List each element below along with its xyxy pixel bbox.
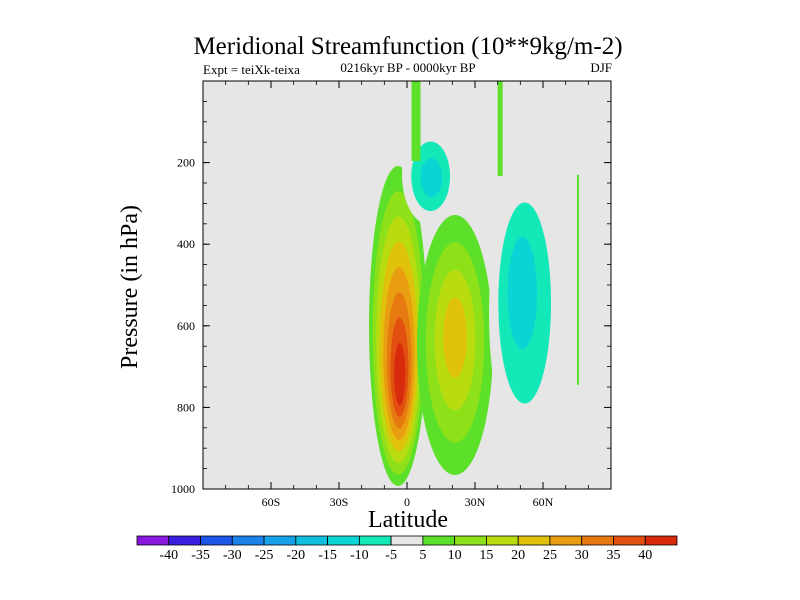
period-label: 0216kyr BP - 0000kyr BP — [340, 60, 475, 75]
colorbar-label: 40 — [638, 548, 652, 563]
colorbar-swatch — [581, 535, 614, 546]
x-tick-label: 0 — [404, 495, 410, 509]
colorbar-swatch — [517, 535, 551, 546]
y-axis-label: Pressure (in hPa) — [117, 205, 143, 369]
y-tick-label: 400 — [177, 237, 195, 251]
y-tick-label: 200 — [177, 156, 195, 170]
colorbar-swatch — [327, 535, 360, 546]
y-tick-label: 600 — [177, 319, 195, 333]
colorbar-swatch — [422, 535, 456, 546]
colorbar-label: -40 — [159, 548, 178, 563]
nh-midlatitude-negative-cell — [489, 168, 565, 458]
colorbar-label: 15 — [479, 548, 493, 563]
colorbar-swatch — [549, 535, 583, 546]
upper-negative-cell — [402, 125, 458, 225]
season-label: DJF — [590, 60, 612, 75]
colorbar-label: 25 — [543, 548, 557, 563]
axis-ticks: 60S 30S 0 30N 60N 200 400 600 800 1000 — [171, 80, 612, 509]
tropical-positive-cell-level-40 — [394, 342, 406, 406]
experiment-label: Expt = teiXk-teixa — [203, 62, 300, 77]
y-tick-label: 1000 — [171, 482, 195, 496]
colorbar-swatch — [200, 535, 233, 546]
colorbar-swatch — [644, 535, 678, 546]
colorbar-label: -5 — [385, 548, 397, 563]
colorbar-swatch — [390, 535, 424, 546]
colorbar-label: -25 — [255, 548, 274, 563]
colorbar-label: 30 — [575, 548, 589, 563]
colorbar-swatch — [358, 535, 392, 546]
x-axis-label: Latitude — [368, 507, 448, 533]
x-tick-label: 60S — [262, 495, 281, 509]
nh-subtropical-positive-cell-level-20 — [443, 297, 467, 378]
upper-negative-cell-level--15 — [420, 158, 443, 198]
colorbar-label: -35 — [191, 548, 210, 563]
contour-fills — [369, 81, 579, 486]
tropical-positive-cell — [369, 166, 427, 486]
colorbar-label: 20 — [511, 548, 525, 563]
colorbar-label: -15 — [318, 548, 337, 563]
colorbar-label: 5 — [419, 548, 426, 563]
colorbar-label: 35 — [606, 548, 620, 563]
colorbar-swatch — [231, 535, 265, 546]
y-tick-label: 800 — [177, 400, 195, 414]
nh-midlatitude-negative-cell-level--15 — [507, 236, 538, 350]
x-tick-label: 60N — [533, 495, 554, 509]
high-latitude-sliver — [577, 174, 579, 385]
colorbar-swatch — [168, 535, 201, 546]
colorbar-label: 10 — [448, 548, 462, 563]
colorbar-swatch — [263, 535, 297, 546]
colorbar-swatch — [136, 535, 170, 546]
nh-subtropical-positive-cell — [417, 215, 493, 475]
x-tick-label: 30N — [465, 495, 486, 509]
colorbar-label: -20 — [286, 548, 305, 563]
colorbar-swatch — [454, 535, 487, 546]
colorbar: -40 -35 -30 -25 -20 -15 -10 -5 5 10 15 20 25 30 35 40 — [136, 535, 678, 563]
colorbar-label: -30 — [223, 548, 242, 563]
colorbar-swatch — [486, 535, 519, 546]
upper-positive-sliver — [497, 81, 503, 176]
upper-positive-strip — [411, 81, 421, 161]
colorbar-swatch — [295, 535, 328, 546]
x-tick-label: 30S — [330, 495, 349, 509]
chart-title: Meridional Streamfunction (10**9kg/m-2) — [193, 33, 622, 60]
colorbar-swatch — [613, 535, 646, 546]
colorbar-label: -10 — [350, 548, 369, 563]
plot-area: 60S 30S 0 30N 60N 200 400 600 800 1000 — [171, 80, 612, 509]
